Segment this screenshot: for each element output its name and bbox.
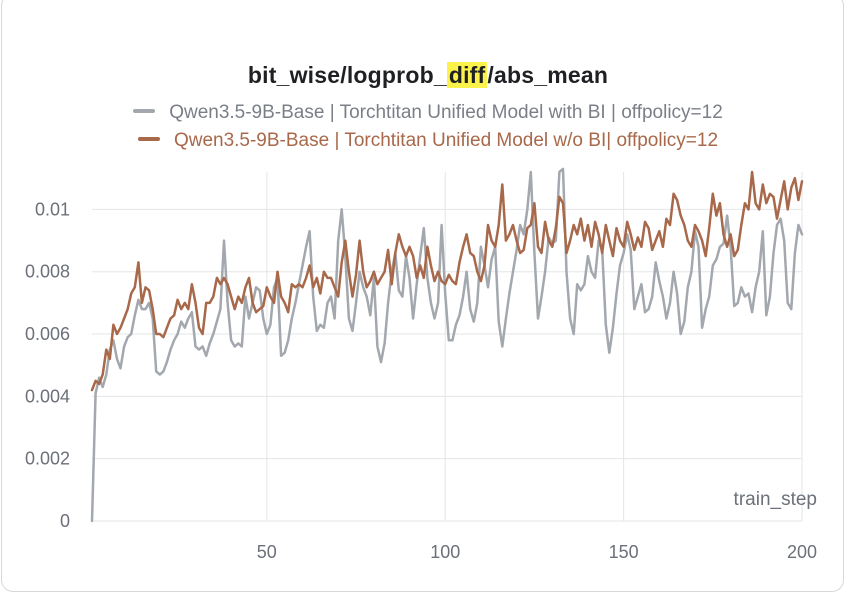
legend-label-with-bi: Qwen3.5-9B-Base | Torchtitan Unified Mod… (169, 102, 723, 123)
chart-title: bit_wise/logprob_diff/abs_mean (0, 62, 856, 89)
legend-swatch-gray (133, 108, 156, 113)
series-line-with-bi (90, 167, 804, 523)
y-tick-label: 0 (60, 511, 70, 531)
legend-entry-without-bi[interactable]: Qwen3.5-9B-Base | Torchtitan Unified Mod… (0, 130, 856, 152)
y-tick-label: 0.004 (25, 386, 70, 406)
chart-title-suffix: /abs_mean (487, 62, 609, 88)
chart-title-prefix: bit_wise/logprob_ (247, 62, 447, 88)
x-tick-label: 100 (430, 542, 460, 562)
legend-swatch-brown (137, 136, 160, 141)
x-tick-label: 150 (609, 542, 639, 562)
y-tick-label: 0.002 (25, 449, 70, 469)
y-tick-label: 0.008 (25, 262, 70, 282)
y-tick-label: 0.006 (25, 324, 70, 344)
legend-entry-with-bi[interactable]: Qwen3.5-9B-Base | Torchtitan Unified Mod… (0, 102, 856, 124)
chart-title-highlight: diff (446, 62, 488, 88)
x-axis-label: train_step (734, 489, 817, 510)
x-tick-label: 50 (257, 542, 277, 562)
series-line-without-bi (90, 170, 804, 392)
legend-label-without-bi: Qwen3.5-9B-Base | Torchtitan Unified Mod… (173, 130, 719, 151)
y-tick-label: 0.01 (35, 199, 70, 219)
x-tick-label: 200 (787, 542, 817, 562)
